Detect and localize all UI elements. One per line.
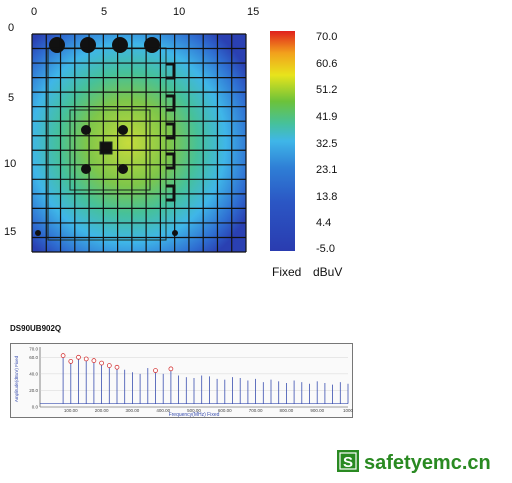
heatmap-panel: 0 5 10 15 0 5 10 15: [4, 6, 260, 253]
heatmap-svg: [31, 33, 247, 253]
scale-tick: 13.8: [316, 191, 338, 203]
spectrum-peak-marker: [60, 353, 66, 358]
field-map: [32, 34, 246, 252]
spectrum-y-tick: 0.0: [32, 405, 39, 410]
spectrum-title: DS90UB902Q: [10, 324, 62, 333]
x-tick: 0: [31, 6, 38, 18]
x-tick: 10: [173, 6, 186, 18]
scale-tick: 70.0: [316, 31, 338, 43]
scale-tick: 4.4: [316, 217, 332, 229]
spectrum-x-tick: 500.00: [187, 408, 201, 413]
spectrum-svg: 70.0 60.0 40.0 20.0 0.0 100.00 200.00 300.00 40…: [10, 343, 354, 418]
spectrum-x-tick: 1000: [343, 408, 353, 413]
y-tick: 5: [8, 92, 15, 104]
spectrum-peak-marker: [91, 358, 97, 363]
spectrum-ylabel: Amplitude(dBuV) Fixed: [14, 355, 19, 402]
spectrum-x-ticks: 100.00 200.00 300.00 400.00 500.00 600.00 700.…: [64, 408, 354, 413]
scale-tick: 23.1: [316, 164, 338, 176]
spectrum-x-tick: 900.00: [310, 408, 324, 413]
spectrum-peak-markers: [60, 353, 174, 373]
y-tick: 15: [4, 226, 17, 238]
spectrum-peak-marker: [106, 363, 112, 368]
spectrum-peak-marker: [99, 360, 104, 366]
spectrum-x-tick: 100.00: [64, 408, 78, 413]
logo-text: safetyemc.cn: [364, 452, 491, 474]
spectrum-y-ticks: 70.0 60.0 40.0 20.0 0.0: [29, 347, 38, 410]
spectrum-y-tick: 20.0: [29, 388, 38, 393]
scale-tick: 41.9: [316, 111, 338, 123]
spectrum-peak-marker: [68, 359, 74, 364]
logo-icon-letter: S: [343, 454, 353, 471]
spectrum-peak-marker: [83, 356, 89, 362]
spectrum-x-tick: 400.00: [156, 408, 170, 413]
scale-tick: -5.0: [316, 243, 335, 255]
x-tick: 15: [247, 6, 260, 18]
scale-tick: 60.6: [316, 58, 338, 70]
spectrum-y-tick: 40.0: [29, 371, 38, 376]
spectrum-trace: [40, 355, 349, 404]
spectrum-frame: [10, 343, 353, 418]
spectrum-xlabel: Frequency(MHz) Fixed: [169, 412, 220, 418]
scale-mode-label: Fixed: [272, 265, 302, 279]
scale-unit-label: dBuV: [313, 265, 343, 279]
site-logo: S safetyemc.cn: [336, 448, 506, 476]
spectrum-peak-marker: [153, 368, 158, 373]
spectrum-x-tick: 800.00: [280, 408, 294, 413]
scale-tick: 32.5: [316, 138, 338, 150]
spectrum-peak-marker: [76, 354, 81, 360]
spectrum-x-tick: 300.00: [126, 408, 140, 413]
y-tick: 0: [8, 22, 15, 34]
color-scale-bar: [270, 31, 295, 251]
logo-icon: [337, 450, 359, 472]
spectrum-peak-marker: [168, 366, 174, 372]
scan-grid: [31, 33, 247, 253]
spectrum-x-tick: 200.00: [95, 408, 109, 413]
y-tick: 10: [4, 158, 17, 170]
spectrum-y-tick: 60.0: [29, 355, 38, 360]
spectrum-plot: 70.0 60.0 40.0 20.0 0.0 100.00 200.00 300.00 40…: [10, 343, 354, 418]
spectrum-x-tick: 600.00: [218, 408, 232, 413]
spectrum-peak-marker: [114, 364, 120, 370]
x-tick: 5: [101, 6, 108, 18]
spectrum-x-tick: 700.00: [249, 408, 263, 413]
spectrum-y-tick: 70.0: [29, 347, 38, 352]
scale-tick: 51.2: [316, 84, 338, 96]
